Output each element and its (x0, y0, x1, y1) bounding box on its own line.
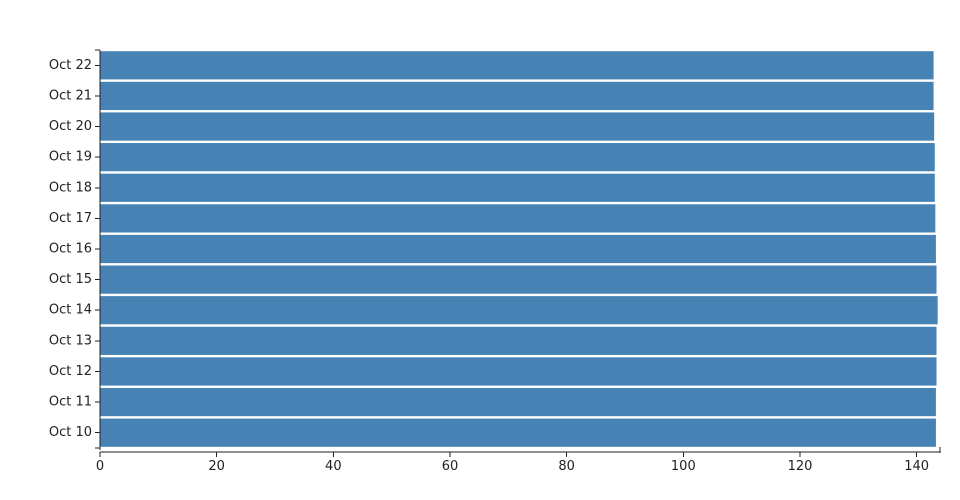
bar-oct-22 (100, 51, 934, 80)
x-tick-label: 100 (671, 459, 696, 474)
bars-group (100, 51, 938, 447)
y-tick-label: Oct 15 (49, 272, 92, 287)
x-tick-label: 40 (325, 459, 342, 474)
x-tick-label: 20 (208, 459, 225, 474)
y-tick-label: Oct 19 (49, 150, 92, 165)
y-tick-label: Oct 18 (49, 180, 92, 195)
y-tick-label: Oct 11 (49, 395, 92, 410)
y-tick-label: Oct 16 (49, 242, 92, 257)
x-tick-label: 140 (904, 459, 929, 474)
bar-oct-21 (100, 81, 934, 111)
y-tick-label: Oct 10 (49, 425, 92, 440)
x-tick-label: 60 (442, 459, 459, 474)
x-axis: 0 20 40 60 80 100 120 140 (96, 447, 941, 474)
bar-oct-20 (100, 112, 935, 141)
bar-oct-15 (100, 265, 937, 294)
bar-oct-19 (100, 143, 935, 172)
y-tick-label: Oct 20 (49, 119, 92, 134)
bar-oct-11 (100, 387, 936, 417)
bar-oct-12 (100, 357, 937, 386)
bar-oct-13 (100, 326, 937, 355)
x-tick-label: 0 (96, 459, 104, 474)
x-tick-label: 80 (558, 459, 575, 474)
y-axis: Oct 10 Oct 11 Oct 12 Oct 13 Oct 14 Oct 15 Oct … (49, 49, 101, 450)
y-tick-label: Oct 21 (49, 88, 92, 103)
bar-oct-18 (100, 173, 935, 202)
y-tick-label: Oct 12 (49, 364, 92, 379)
y-tick-label: Oct 17 (49, 211, 92, 226)
bar-oct-10 (100, 418, 936, 447)
y-tick-label: Oct 22 (49, 58, 92, 73)
x-tick-label: 120 (788, 459, 813, 474)
bar-oct-17 (100, 204, 936, 233)
y-tick-label: Oct 14 (49, 303, 92, 318)
bar-oct-14 (100, 296, 938, 325)
bar-oct-16 (100, 234, 936, 264)
y-tick-label: Oct 13 (49, 333, 92, 348)
